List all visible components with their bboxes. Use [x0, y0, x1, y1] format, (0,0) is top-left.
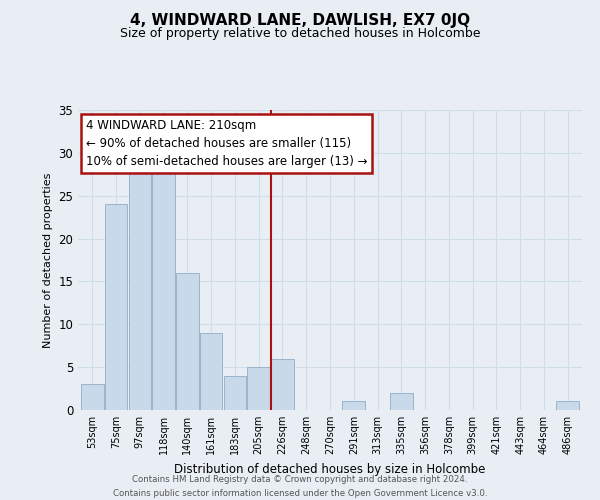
- Bar: [271, 358, 294, 410]
- Bar: [128, 170, 151, 410]
- Text: Size of property relative to detached houses in Holcombe: Size of property relative to detached ho…: [120, 28, 480, 40]
- Bar: [152, 162, 175, 410]
- Text: Contains HM Land Registry data © Crown copyright and database right 2024.
Contai: Contains HM Land Registry data © Crown c…: [113, 476, 487, 498]
- Bar: [556, 402, 579, 410]
- Bar: [247, 367, 270, 410]
- Bar: [390, 393, 413, 410]
- Text: 4, WINDWARD LANE, DAWLISH, EX7 0JQ: 4, WINDWARD LANE, DAWLISH, EX7 0JQ: [130, 12, 470, 28]
- Text: 4 WINDWARD LANE: 210sqm
← 90% of detached houses are smaller (115)
10% of semi-d: 4 WINDWARD LANE: 210sqm ← 90% of detache…: [86, 119, 367, 168]
- Bar: [343, 402, 365, 410]
- Bar: [224, 376, 246, 410]
- Bar: [200, 333, 223, 410]
- X-axis label: Distribution of detached houses by size in Holcombe: Distribution of detached houses by size …: [175, 462, 485, 475]
- Bar: [176, 273, 199, 410]
- Bar: [81, 384, 104, 410]
- Bar: [105, 204, 127, 410]
- Y-axis label: Number of detached properties: Number of detached properties: [43, 172, 53, 348]
